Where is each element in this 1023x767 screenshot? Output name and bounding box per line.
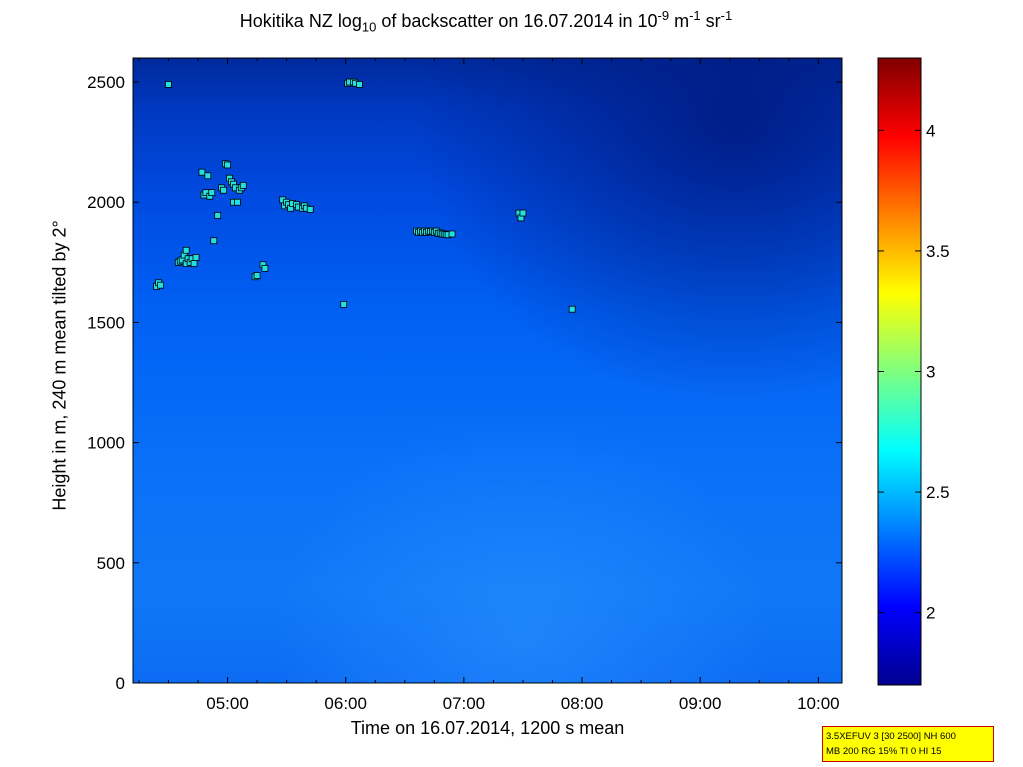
y-axis-label: Height in m, 240 m mean tilted by 2°	[49, 220, 70, 511]
cloud-base-point	[448, 230, 456, 238]
cloud-base-point	[157, 281, 164, 289]
plot-frame	[132, 57, 843, 684]
colorbar-tick-label: 3	[926, 363, 935, 382]
cloud-base-point	[208, 189, 216, 197]
cloud-base-point	[220, 186, 227, 194]
cloud-base-point	[204, 172, 212, 180]
x-axis: 05:00 06:00 07:00 08:00 09:00 10:00	[138, 58, 840, 713]
cloud-base-point	[233, 198, 241, 206]
x-axis-label: Time on 16.07.2014, 1200 s mean	[350, 718, 625, 738]
colorbar-ticks: 2 2.5 3 3.5 4	[878, 121, 950, 623]
cloud-base-point	[568, 305, 576, 313]
x-tick-label: 10:00	[797, 694, 840, 713]
x-tick-label: 07:00	[443, 694, 486, 713]
chart-title: Hokitika NZ log10 of backscatter on 16.0…	[239, 8, 733, 35]
y-tick-label: 0	[116, 674, 125, 693]
backscatter-field	[133, 58, 842, 683]
cloud-base-point	[519, 209, 527, 217]
x-tick-label: 08:00	[561, 694, 604, 713]
cloud-base-point	[190, 260, 198, 267]
cloud-base-point	[165, 81, 172, 88]
cloud-base-point	[198, 168, 206, 176]
infobox-line-1: 3.5XEFUV 3 [30 2500] NH 600	[826, 731, 956, 742]
x-tick-label: 05:00	[206, 694, 249, 713]
cloud-base-point	[340, 300, 348, 308]
cloud-base-point	[214, 212, 222, 219]
cloud-base-point	[253, 272, 261, 279]
x-tick-label: 09:00	[679, 694, 722, 713]
colorbar-tick-label: 3.5	[926, 242, 950, 261]
colorbar	[877, 57, 922, 686]
cloud-base-point	[182, 246, 190, 254]
cloud-base-points	[153, 78, 576, 313]
colorbar-tick-label: 4	[926, 121, 935, 140]
infobox-line-2: MB 200 RG 15% TI 0 HI 15	[826, 746, 942, 757]
y-tick-label: 2500	[87, 73, 125, 92]
cloud-base-point	[192, 254, 200, 261]
colorbar-tick-label: 2.5	[926, 483, 950, 502]
cloud-base-point	[356, 81, 363, 88]
y-tick-label: 500	[97, 554, 125, 573]
colorbar-tick-label: 2	[926, 604, 935, 623]
cloud-base-point	[306, 206, 314, 213]
y-tick-label: 2000	[87, 193, 125, 212]
y-tick-label: 1500	[87, 313, 125, 332]
cloud-base-point	[239, 182, 247, 189]
settings-infobox: 3.5XEFUV 3 [30 2500] NH 600 MB 200 RG 15…	[822, 726, 994, 762]
cloud-base-point	[224, 161, 231, 169]
y-axis: 0 500 1000 1500 2000 2500	[87, 73, 842, 693]
cloud-base-point	[261, 264, 269, 272]
cloud-base-point	[210, 237, 218, 245]
y-tick-label: 1000	[87, 434, 125, 453]
x-tick-label: 06:00	[324, 694, 367, 713]
